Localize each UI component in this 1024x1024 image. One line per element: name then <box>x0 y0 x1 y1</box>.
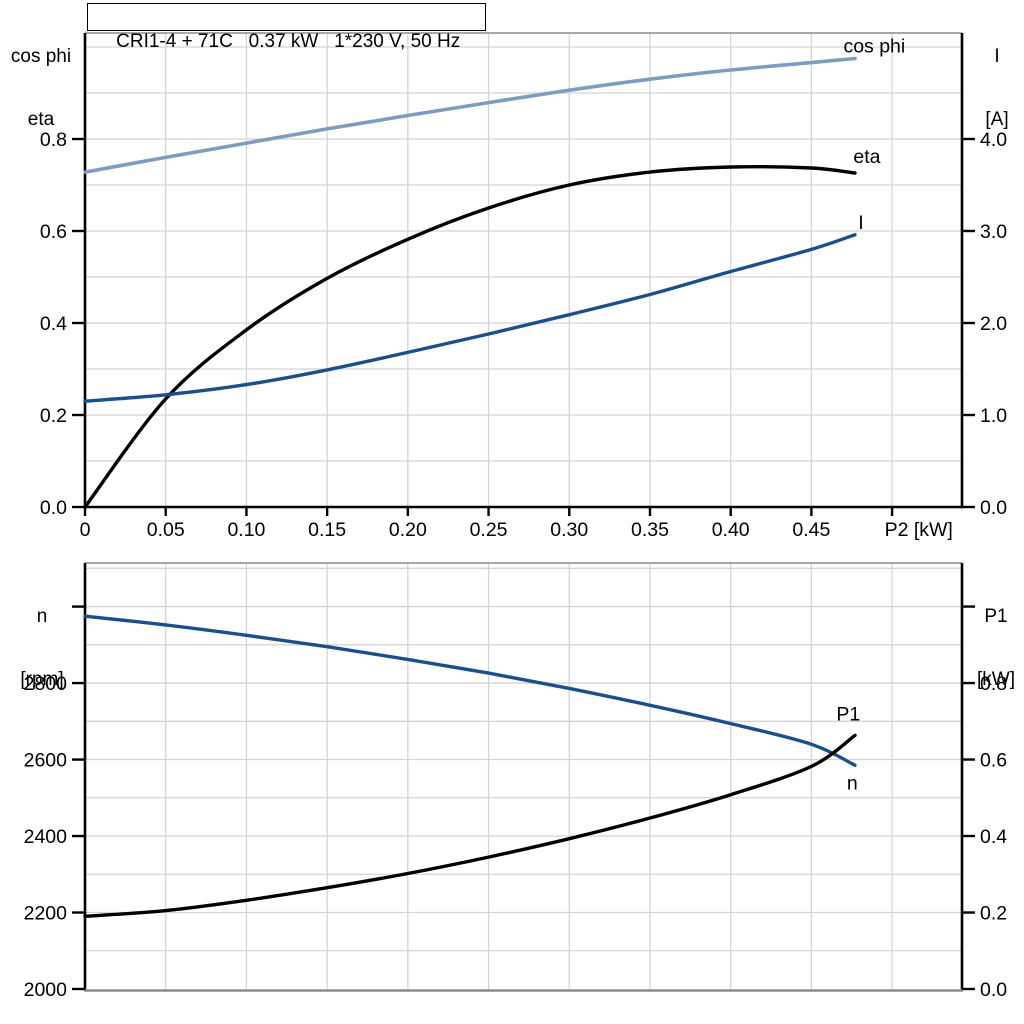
chart-title-box: CRI1-4 + 71C 0.37 kW 1*230 V, 50 Hz <box>87 3 486 52</box>
right-tick-label: 0.8 <box>980 673 1007 695</box>
axis-header-current-unit: [A] <box>985 109 1009 130</box>
left-tick-label: 0.6 <box>40 221 67 243</box>
tick-labels: 0.0 0.2 0.4 0.6 0.8 0.0 1.0 2.0 3.0 4.0 0 0.05 0.10 0… <box>40 129 1007 541</box>
curve-cos-phi <box>83 56 857 174</box>
right-tick-label: 2.0 <box>980 313 1007 335</box>
x-tick-label: 0.40 <box>712 519 750 541</box>
x-tick-label: 0.25 <box>470 519 508 541</box>
curve-label-p1: P1 <box>836 704 860 726</box>
x-tick-label: 0.10 <box>227 519 265 541</box>
bottom-left-axis-header: n [rpm] <box>6 564 78 732</box>
right-tick-label: 0.0 <box>980 979 1007 1001</box>
right-tick-label: 4.0 <box>980 129 1007 151</box>
axis-header-p1-unit: [kW] <box>977 669 1015 690</box>
top-right-axis-header: I [A] <box>972 4 1022 172</box>
left-tick-label: 0.4 <box>40 313 67 335</box>
left-tick-label: 2400 <box>24 826 68 848</box>
left-tick-label: 0.2 <box>40 405 67 427</box>
axis-header-current: I <box>994 46 1000 67</box>
curve-i <box>83 233 857 403</box>
bottom-right-axis-header: P1 [kW] <box>968 564 1024 732</box>
axis-header-cos-phi: cos phi <box>10 46 72 67</box>
right-tick-label: 0.0 <box>980 497 1007 519</box>
right-tick-label: 1.0 <box>980 405 1007 427</box>
top-left-axis-header: cos phi eta <box>0 4 82 172</box>
x-tick-label: 0.30 <box>550 519 588 541</box>
x-tick-label: 0 <box>80 519 91 541</box>
curves: cos phi eta I <box>83 36 905 509</box>
chart-title: CRI1-4 + 71C 0.37 kW 1*230 V, 50 Hz <box>116 31 461 52</box>
left-tick-label: 2000 <box>24 979 68 1001</box>
curve-label-eta: eta <box>853 146 880 168</box>
x-tick-label: 0.35 <box>631 519 669 541</box>
gridlines <box>85 33 962 507</box>
x-tick-label: 0.05 <box>147 519 185 541</box>
gridlines <box>85 563 962 991</box>
x-tick-label: 0.45 <box>792 519 830 541</box>
left-tick-label: 2600 <box>24 750 68 772</box>
curve-label-n: n <box>847 773 858 795</box>
top-chart: 0.0 0.2 0.4 0.6 0.8 0.0 1.0 2.0 3.0 4.0 0 0.05 0.10 0… <box>40 32 1007 541</box>
axes <box>83 562 964 992</box>
curve-n <box>83 614 857 767</box>
axis-header-eta: eta <box>27 109 55 130</box>
left-tick-label: 2800 <box>24 673 68 695</box>
tick-labels: 2000 2200 2400 2600 2800 0.0 0.2 0.4 0.6 0.8 <box>24 673 1008 1001</box>
x-tick-label: 0.20 <box>389 519 427 541</box>
right-tick-label: 3.0 <box>980 221 1007 243</box>
x-tick-label: 0.15 <box>308 519 346 541</box>
right-tick-label: 0.4 <box>980 826 1007 848</box>
axis-header-speed: n <box>36 606 48 627</box>
x-axis-title: P2 [kW] <box>885 519 953 541</box>
tick-marks <box>72 137 975 516</box>
axes <box>83 32 964 509</box>
curve-label-cos-phi: cos phi <box>843 36 905 58</box>
right-tick-label: 0.2 <box>980 903 1007 925</box>
left-tick-label: 0.0 <box>40 497 67 519</box>
tick-marks <box>72 605 975 991</box>
left-tick-label: 2200 <box>24 903 68 925</box>
bottom-chart: 2000 2200 2400 2600 2800 0.0 0.2 0.4 0.6 0.8 n P1 <box>24 562 1008 1001</box>
axis-header-speed-unit: [rpm] <box>20 669 64 690</box>
curve-p1 <box>83 733 857 918</box>
left-tick-label: 0.8 <box>40 129 67 151</box>
curves: n P1 <box>83 614 860 918</box>
right-tick-label: 0.6 <box>980 750 1007 772</box>
curve-label-i: I <box>858 212 863 234</box>
axis-header-p1: P1 <box>984 606 1008 627</box>
curve-eta <box>83 165 857 509</box>
